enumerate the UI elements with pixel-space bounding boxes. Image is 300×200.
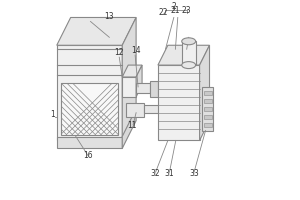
Text: 14: 14 bbox=[131, 46, 140, 55]
FancyBboxPatch shape bbox=[204, 107, 212, 111]
Text: 22: 22 bbox=[158, 8, 168, 17]
FancyBboxPatch shape bbox=[122, 77, 136, 97]
Polygon shape bbox=[122, 65, 142, 77]
FancyBboxPatch shape bbox=[204, 91, 212, 95]
FancyBboxPatch shape bbox=[136, 83, 150, 93]
Ellipse shape bbox=[182, 62, 196, 69]
FancyBboxPatch shape bbox=[182, 41, 196, 65]
Polygon shape bbox=[158, 45, 209, 65]
Text: 1: 1 bbox=[50, 110, 55, 119]
Text: 21: 21 bbox=[171, 6, 180, 15]
Text: 11: 11 bbox=[128, 121, 137, 130]
Text: 32: 32 bbox=[151, 169, 160, 178]
Text: 31: 31 bbox=[165, 169, 174, 178]
FancyBboxPatch shape bbox=[57, 45, 122, 140]
Polygon shape bbox=[122, 17, 136, 140]
Text: 12: 12 bbox=[115, 48, 124, 57]
FancyBboxPatch shape bbox=[57, 137, 122, 148]
FancyBboxPatch shape bbox=[202, 87, 214, 131]
Text: 16: 16 bbox=[84, 151, 93, 160]
FancyBboxPatch shape bbox=[144, 105, 164, 113]
Text: 13: 13 bbox=[104, 12, 114, 21]
FancyBboxPatch shape bbox=[158, 65, 200, 140]
Text: 33: 33 bbox=[189, 169, 199, 178]
Ellipse shape bbox=[182, 38, 196, 45]
FancyBboxPatch shape bbox=[126, 103, 144, 117]
Polygon shape bbox=[57, 17, 136, 45]
FancyBboxPatch shape bbox=[204, 99, 212, 103]
FancyBboxPatch shape bbox=[61, 83, 118, 135]
Polygon shape bbox=[136, 65, 142, 97]
Text: 2: 2 bbox=[172, 2, 177, 11]
Polygon shape bbox=[200, 45, 209, 140]
Polygon shape bbox=[122, 109, 136, 148]
FancyBboxPatch shape bbox=[204, 115, 212, 119]
FancyBboxPatch shape bbox=[150, 81, 158, 97]
Text: 23: 23 bbox=[182, 6, 191, 15]
FancyBboxPatch shape bbox=[204, 123, 212, 127]
